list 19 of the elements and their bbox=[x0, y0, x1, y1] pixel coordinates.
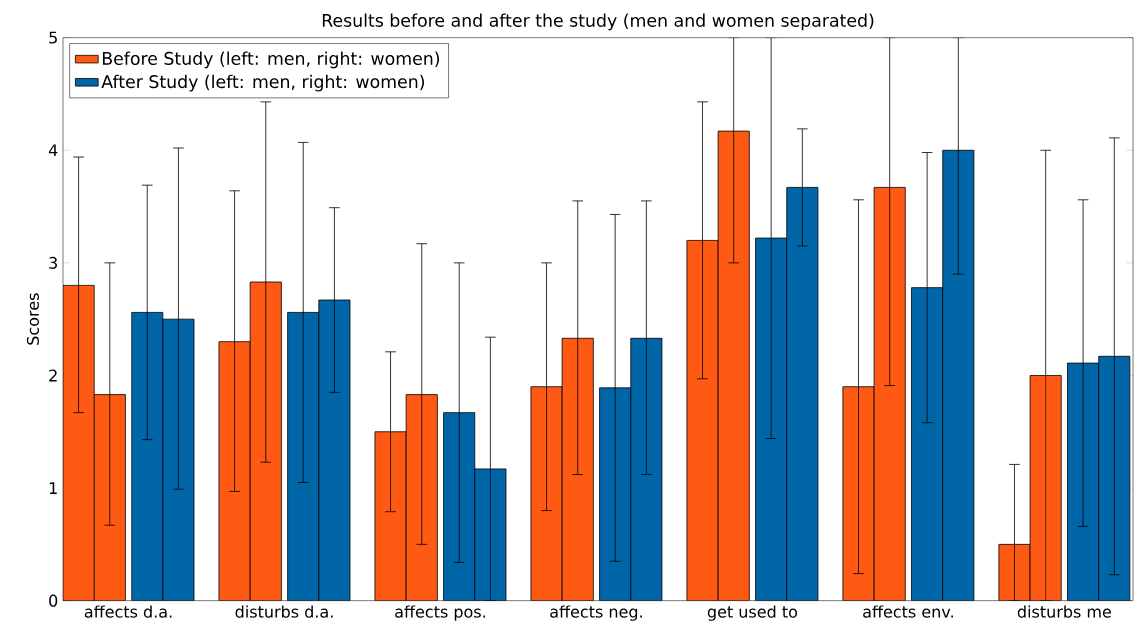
y-tick-label: 4 bbox=[48, 144, 58, 157]
y-tick-label: 2 bbox=[49, 369, 57, 382]
x-tick-label: affects d.a. bbox=[84, 605, 172, 618]
x-tick-label: disturbs me bbox=[1017, 605, 1111, 618]
y-tick-label: 1 bbox=[49, 482, 57, 494]
y-tick-label: 3 bbox=[49, 256, 57, 269]
y-tick-label: 0 bbox=[49, 594, 58, 607]
legend-label: Before Study (left: men, right: women) bbox=[102, 51, 440, 69]
bar bbox=[717, 130, 750, 601]
x-tick-label: disturbs d.a. bbox=[235, 605, 333, 618]
chart-title: Results before and after the study (men and women separated) bbox=[322, 13, 874, 31]
y-tick-label: 5 bbox=[49, 31, 57, 44]
x-tick-label: affects neg. bbox=[550, 605, 642, 621]
legend-label: After Study (left: men, right: women) bbox=[101, 74, 425, 92]
x-tick-label: get used to bbox=[707, 605, 798, 621]
bar bbox=[873, 187, 906, 601]
y-axis-title: Scores bbox=[26, 293, 39, 345]
x-tick-label: affects env. bbox=[863, 605, 953, 618]
x-tick-label: affects pos. bbox=[395, 605, 486, 621]
